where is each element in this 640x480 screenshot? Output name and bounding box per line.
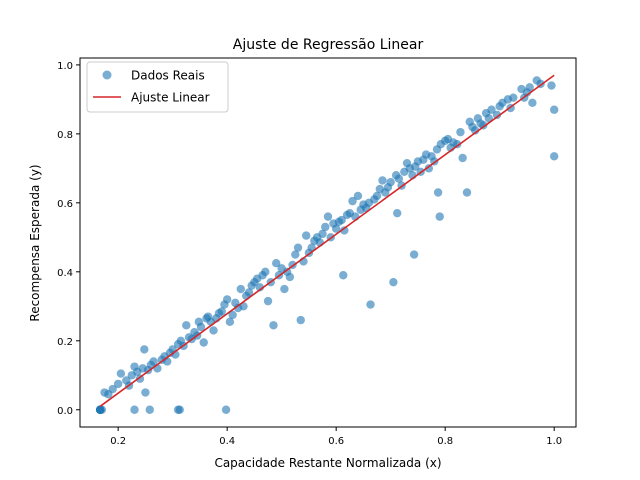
data-point <box>323 212 333 221</box>
data-point <box>199 338 208 347</box>
data-point <box>149 357 158 366</box>
data-point <box>263 296 273 306</box>
data-point <box>196 322 206 332</box>
data-point <box>435 212 444 221</box>
data-point <box>509 93 518 102</box>
data-point <box>549 105 559 114</box>
data-point <box>301 231 311 240</box>
data-point <box>528 98 537 108</box>
data-point <box>549 152 559 161</box>
data-point <box>280 284 289 294</box>
regression-line <box>99 74 555 407</box>
data-point <box>108 384 117 394</box>
data-point <box>462 188 472 197</box>
data-point <box>244 288 254 297</box>
y-tick-label: 0.8 <box>57 130 73 141</box>
data-point <box>348 196 357 206</box>
data-point <box>386 177 395 187</box>
data-point <box>479 121 488 130</box>
y-tick-label: 0.4 <box>57 268 73 279</box>
x-tick-label: 0.6 <box>328 436 344 447</box>
data-point <box>269 321 278 330</box>
data-point <box>337 215 346 225</box>
data-point <box>339 271 348 280</box>
data-point <box>175 405 184 414</box>
legend: Dados Reais Ajuste Linear <box>86 61 229 113</box>
legend-label-line: Ajuste Linear <box>131 91 210 105</box>
data-point <box>331 224 341 233</box>
data-point <box>340 226 349 235</box>
data-point <box>130 405 139 414</box>
data-point <box>366 300 375 309</box>
data-point <box>97 405 107 414</box>
data-point <box>113 379 123 389</box>
data-point <box>525 83 534 92</box>
data-point <box>272 258 281 268</box>
data-point <box>228 310 237 320</box>
data-point <box>182 321 191 330</box>
data-point <box>140 345 149 354</box>
data-point <box>293 243 303 252</box>
data-point <box>547 81 556 90</box>
data-point <box>378 176 387 185</box>
x-tick-label: 0.8 <box>437 436 453 447</box>
data-point <box>296 315 305 325</box>
data-point <box>389 277 398 287</box>
data-point <box>409 250 419 259</box>
data-point <box>145 405 154 414</box>
data-point <box>492 110 502 120</box>
data-point <box>458 153 467 163</box>
y-axis-label: Recompensa Esperada (y) <box>28 164 42 321</box>
data-point <box>394 174 404 183</box>
data-point <box>255 283 265 292</box>
data-point <box>217 307 226 316</box>
data-point <box>236 284 245 294</box>
data-point <box>321 222 330 232</box>
legend-box <box>86 61 229 113</box>
data-point <box>456 127 465 137</box>
x-tick-label: 1.0 <box>546 436 562 447</box>
data-point <box>163 357 172 366</box>
data-point <box>433 188 443 197</box>
data-point <box>487 105 496 114</box>
data-point <box>141 388 150 397</box>
data-point <box>285 272 295 282</box>
x-axis-label: Capacidade Restante Normalizada (x) <box>214 456 441 470</box>
data-point <box>221 405 231 414</box>
data-point <box>291 250 300 259</box>
x-tick-label: 0.4 <box>219 436 235 447</box>
data-point <box>116 369 126 378</box>
data-point <box>318 229 327 239</box>
data-point <box>261 267 270 277</box>
data-point <box>470 126 480 135</box>
y-tick-label: 0.2 <box>57 337 73 348</box>
plot-area: 0.2 0.4 0.6 0.8 1.0 0.0 0.2 0.4 0.6 0.8 1.0 <box>57 57 577 447</box>
y-tick-label: 0.0 <box>57 406 73 417</box>
data-point <box>393 208 402 218</box>
data-point <box>353 191 363 201</box>
data-point <box>424 164 434 173</box>
chart-title: Ajuste de Regressão Linear <box>233 37 424 53</box>
data-point <box>452 140 462 149</box>
legend-label-scatter: Dados Reais <box>131 69 205 83</box>
data-point <box>372 191 382 201</box>
data-point <box>222 295 232 304</box>
y-tick-label: 1.0 <box>57 61 73 72</box>
data-point <box>209 326 218 335</box>
x-tick-label: 0.2 <box>110 436 126 447</box>
legend-marker-scatter <box>102 70 112 80</box>
plot-frame <box>79 57 577 428</box>
y-tick-label: 0.6 <box>57 199 73 210</box>
data-point <box>225 317 235 327</box>
